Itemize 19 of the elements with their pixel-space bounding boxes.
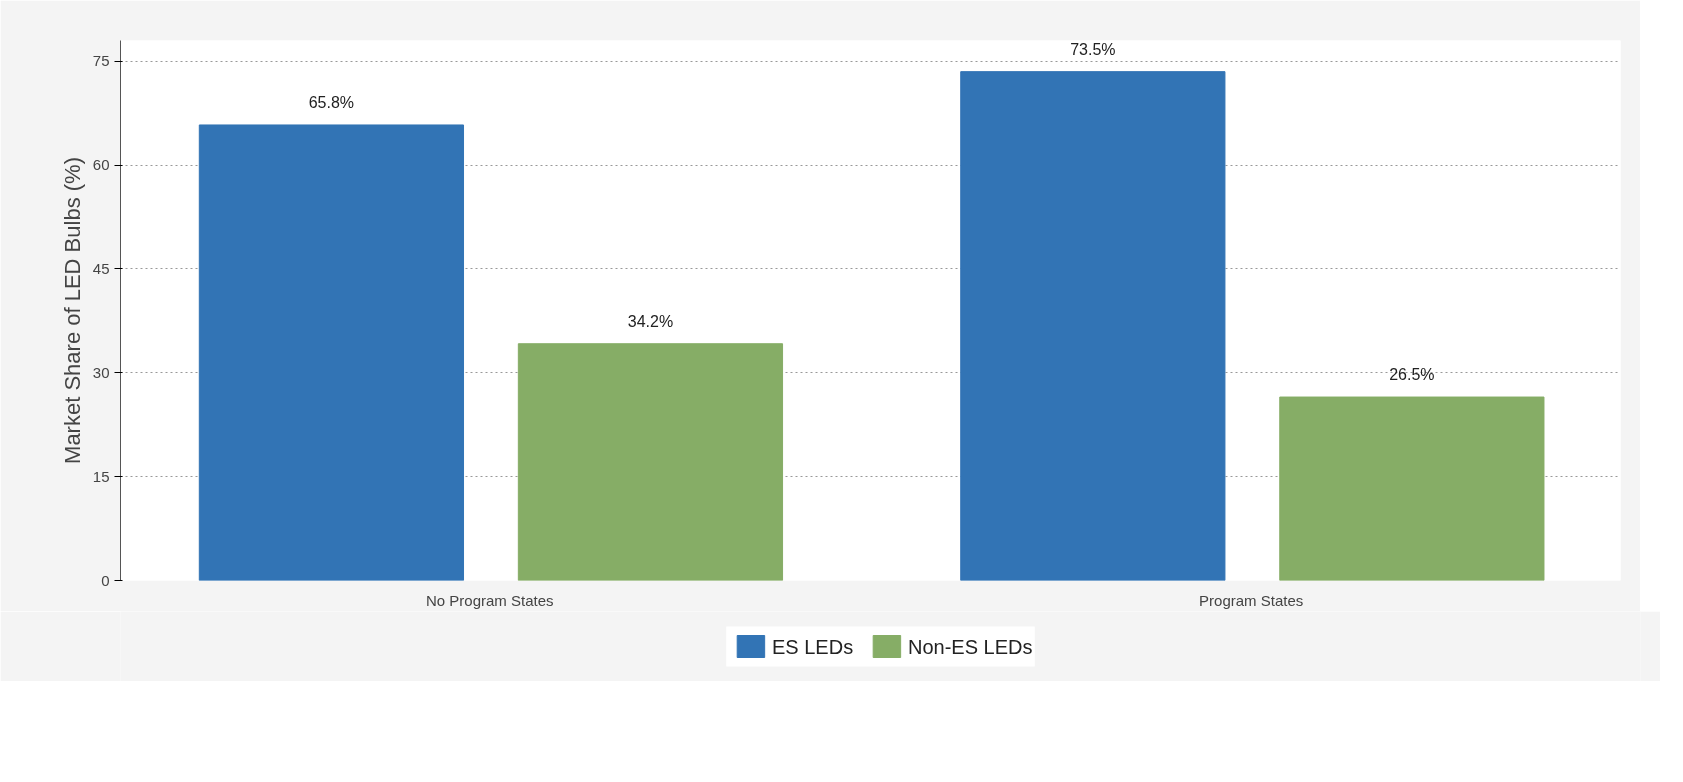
y-tick-label: 0: [101, 571, 110, 589]
x-tick-label: Program States: [1199, 591, 1304, 609]
bar: [1279, 396, 1545, 581]
y-tick-label: 45: [92, 259, 110, 277]
data-label: 26.5%: [1389, 366, 1435, 384]
data-label: 34.2%: [627, 312, 674, 330]
legend-label: Non-ES LEDs: [907, 635, 1033, 658]
x-tick-label: No Program States: [426, 591, 554, 609]
y-tick-label: 30: [92, 363, 110, 381]
data-label: 73.5%: [1070, 40, 1116, 58]
y-axis-title: Market Share of LED Bulbs (%): [59, 157, 85, 464]
legend-label: ES LEDs: [771, 635, 854, 658]
y-tick-label: 15: [92, 467, 110, 485]
data-label: 65.8%: [308, 93, 355, 111]
bar: [198, 124, 465, 581]
y-tick-label: 60: [92, 156, 110, 174]
bar: [960, 71, 1226, 581]
bar: [517, 343, 784, 581]
y-tick-label: 75: [92, 52, 110, 70]
